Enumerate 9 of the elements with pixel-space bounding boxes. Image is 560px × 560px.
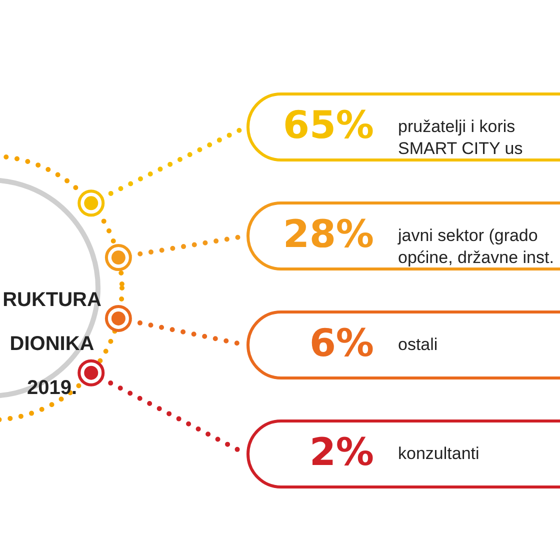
text: RUKTURA DIONIKA 2019. bbox=[2, 289, 102, 399]
category-label: pružatelji i koris SMART CITY us bbox=[398, 117, 523, 158]
data-label: 6% bbox=[309, 321, 374, 365]
category-label: ostali bbox=[398, 335, 438, 354]
data-label: 65% bbox=[283, 103, 374, 147]
category-label: konzultanti bbox=[398, 444, 480, 463]
data-label: 28% bbox=[283, 212, 374, 256]
data-label: 2% bbox=[309, 430, 374, 474]
category-label: javni sektor (grado općine, državne inst. bbox=[397, 226, 554, 267]
